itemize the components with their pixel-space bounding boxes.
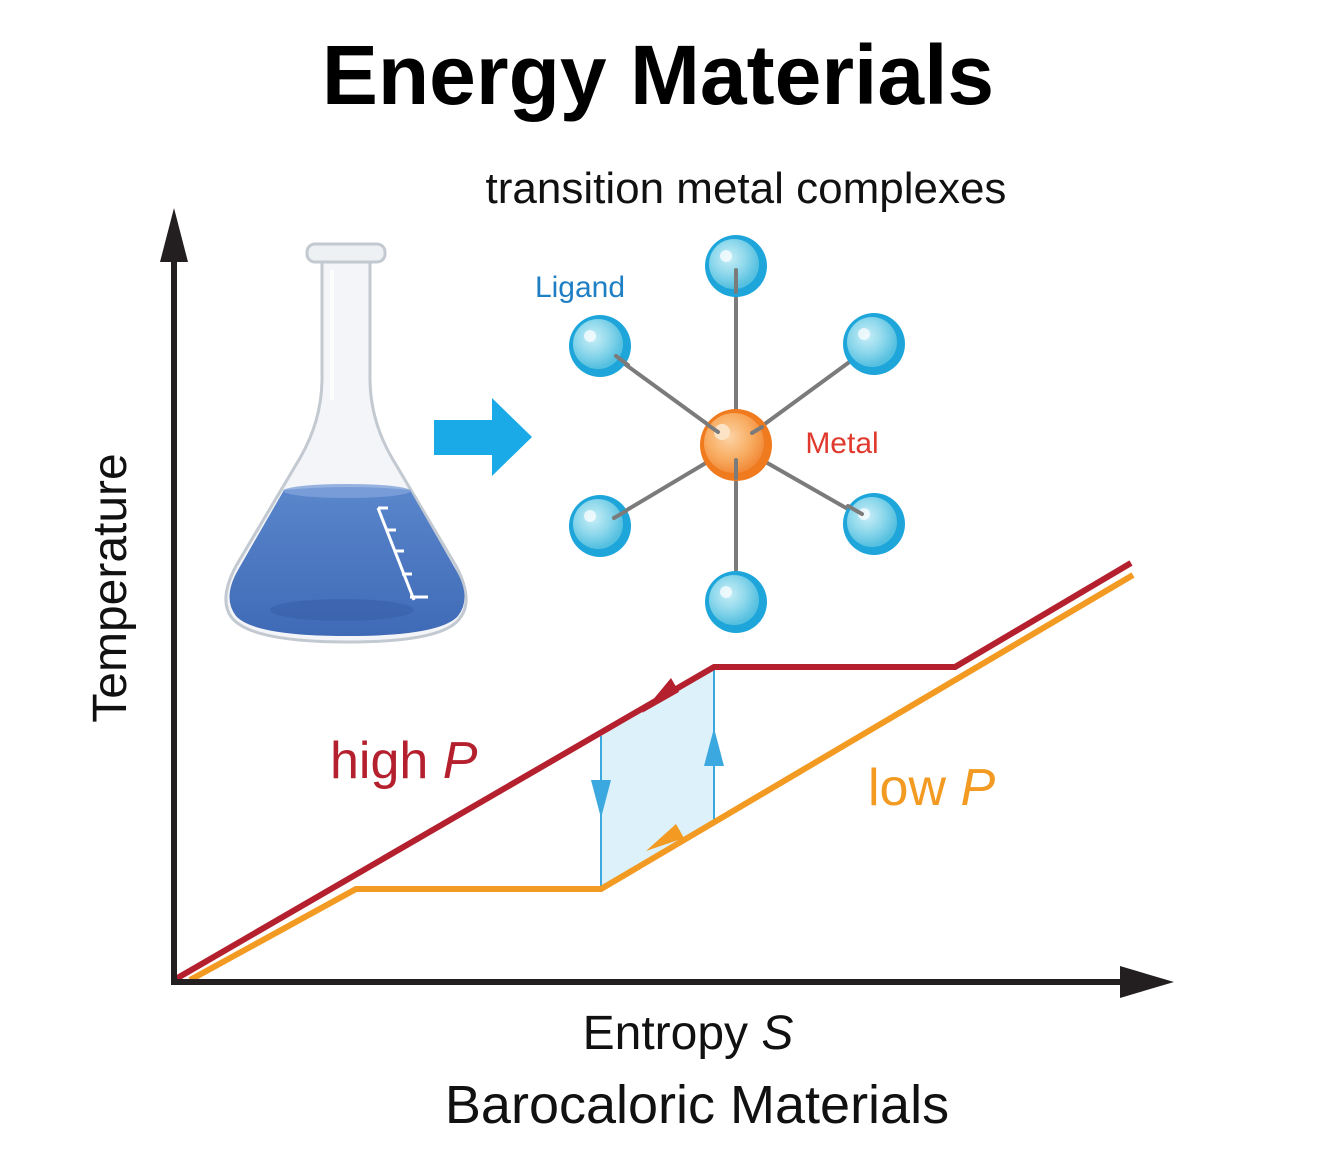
high-pressure-curve	[172, 560, 1133, 983]
low-pressure-label: low P	[868, 759, 995, 817]
ligand-atom	[705, 571, 767, 633]
octahedral-complex-icon	[569, 235, 905, 633]
bottom-title: Barocaloric Materials	[445, 1075, 949, 1135]
ligand-atom	[705, 235, 767, 297]
metal-atom	[700, 409, 772, 481]
y-axis-arrow-icon	[160, 208, 188, 262]
ligand-atom	[569, 315, 631, 377]
cycle-area	[601, 670, 714, 889]
ligand-atom	[843, 493, 905, 555]
y-axis-label: Temperature	[84, 453, 137, 722]
right-arrow-icon	[434, 398, 532, 476]
low-pressure-direction-arrow	[646, 824, 684, 851]
metal-label: Metal	[805, 427, 878, 460]
erlenmeyer-flask-icon	[224, 242, 468, 644]
ligand-atom	[569, 495, 631, 557]
high-pressure-direction-arrow	[642, 678, 679, 713]
x-axis-arrow-icon	[1120, 966, 1174, 998]
ligand-label: Ligand	[535, 271, 625, 304]
low-pressure-curve	[188, 572, 1135, 983]
high-pressure-label: high P	[330, 732, 478, 790]
down-arrow-icon	[591, 780, 611, 818]
page-title: Energy Materials	[322, 28, 994, 122]
x-axis-label: Entropy S	[583, 1007, 794, 1060]
subtitle: transition metal complexes	[486, 164, 1007, 213]
ligand-atom	[843, 313, 905, 375]
up-arrow-icon	[704, 728, 724, 766]
ligand-atoms	[569, 235, 905, 633]
axes	[160, 208, 1174, 998]
